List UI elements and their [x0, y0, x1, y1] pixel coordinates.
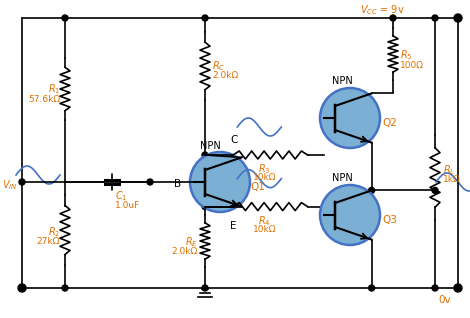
Text: 27kΩ: 27kΩ — [37, 238, 60, 246]
Circle shape — [62, 285, 68, 291]
Text: 1kΩ: 1kΩ — [443, 176, 461, 184]
Circle shape — [202, 152, 208, 158]
Text: $R_5$: $R_5$ — [400, 48, 413, 62]
Circle shape — [454, 284, 462, 292]
Text: $R_C$: $R_C$ — [212, 59, 226, 73]
Text: $R_L$: $R_L$ — [443, 163, 455, 177]
Circle shape — [202, 15, 208, 21]
Text: Q3: Q3 — [382, 215, 397, 225]
Text: $R_3$: $R_3$ — [258, 162, 271, 176]
Text: $C_1$: $C_1$ — [115, 189, 127, 203]
Circle shape — [62, 15, 68, 21]
Circle shape — [390, 15, 396, 21]
Text: $R_E$: $R_E$ — [185, 235, 198, 249]
Circle shape — [432, 285, 438, 291]
Circle shape — [368, 187, 375, 193]
Text: $R_4$: $R_4$ — [258, 214, 271, 227]
Text: 2.0kΩ: 2.0kΩ — [172, 247, 198, 257]
Text: Q2: Q2 — [382, 118, 397, 128]
Circle shape — [454, 14, 462, 22]
Circle shape — [18, 284, 26, 292]
Text: $V_{CC}$ = 9v: $V_{CC}$ = 9v — [360, 3, 405, 17]
Text: 10kΩ: 10kΩ — [252, 225, 276, 234]
Text: $R_1$: $R_1$ — [47, 82, 60, 96]
Circle shape — [19, 179, 25, 185]
Text: 10kΩ: 10kΩ — [252, 174, 276, 183]
Circle shape — [432, 15, 438, 21]
Ellipse shape — [190, 152, 250, 212]
Text: 1.0uF: 1.0uF — [115, 201, 140, 210]
Text: B: B — [174, 179, 181, 189]
Text: 57.6kΩ: 57.6kΩ — [28, 94, 60, 103]
Circle shape — [368, 285, 375, 291]
Text: $V_{IN}$: $V_{IN}$ — [2, 178, 18, 192]
Text: NPN: NPN — [332, 76, 352, 86]
Text: $R_2$: $R_2$ — [47, 225, 60, 239]
Text: E: E — [230, 221, 236, 231]
Circle shape — [202, 285, 208, 291]
Ellipse shape — [320, 88, 380, 148]
Text: NPN: NPN — [332, 173, 352, 183]
Circle shape — [432, 187, 438, 193]
Ellipse shape — [320, 185, 380, 245]
Text: 0v: 0v — [438, 295, 451, 305]
Text: 100Ω: 100Ω — [400, 60, 424, 70]
Text: NPN: NPN — [200, 141, 220, 151]
Text: Q1: Q1 — [250, 182, 265, 192]
Text: C: C — [230, 135, 237, 145]
Circle shape — [147, 179, 153, 185]
Circle shape — [202, 204, 208, 210]
Text: 2.0kΩ: 2.0kΩ — [212, 72, 238, 80]
